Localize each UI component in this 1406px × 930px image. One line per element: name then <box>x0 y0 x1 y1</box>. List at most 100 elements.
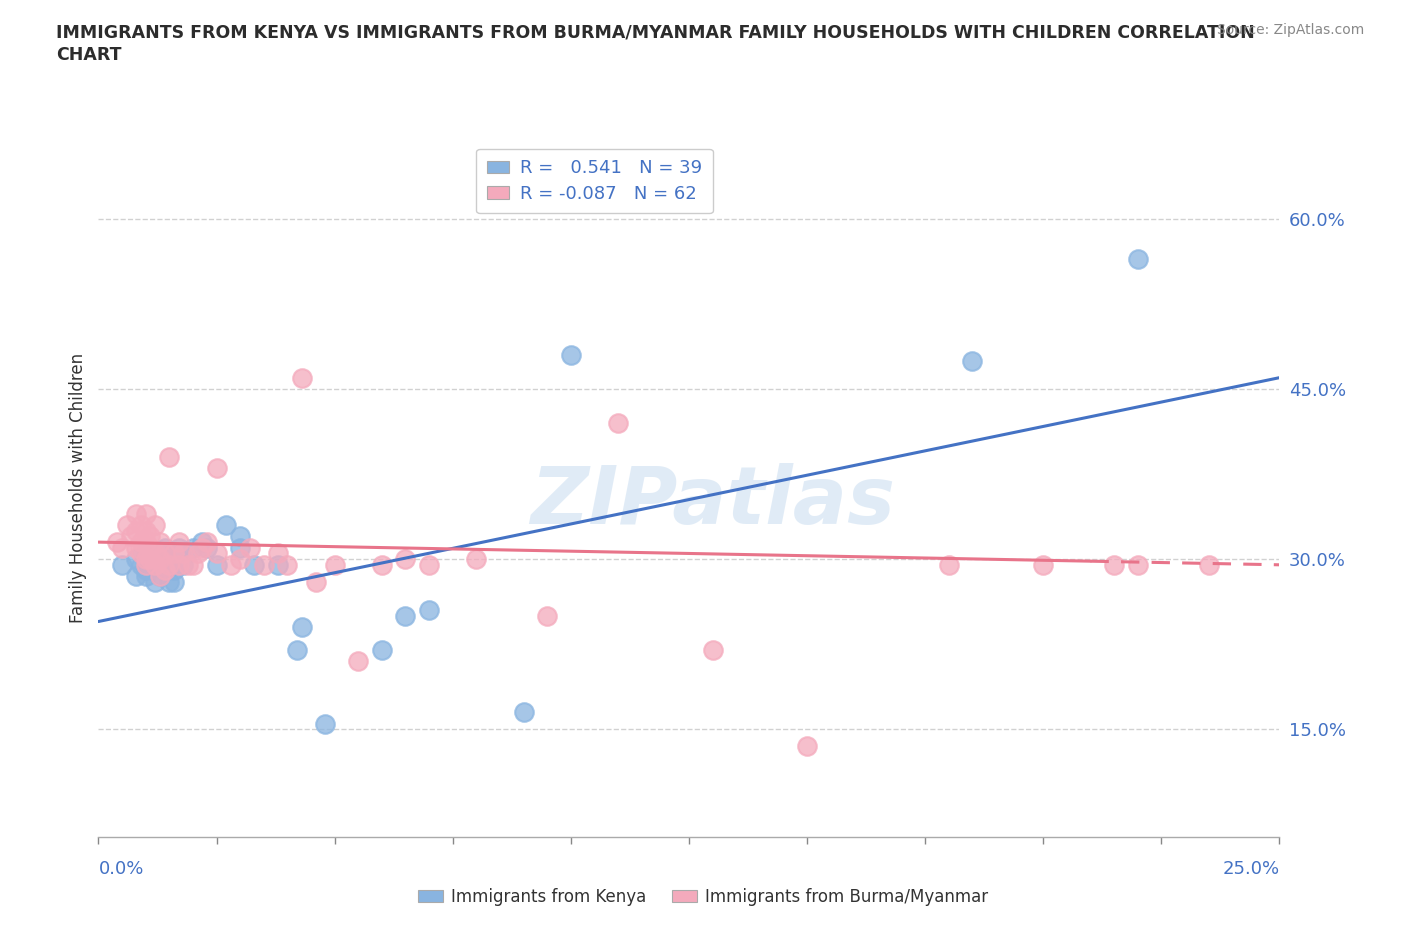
Point <box>153 540 176 555</box>
Point <box>205 557 228 572</box>
Point <box>314 716 336 731</box>
Point <box>129 518 152 533</box>
Point <box>290 619 312 634</box>
Point <box>157 557 180 572</box>
Point <box>607 416 630 431</box>
Point <box>219 557 242 572</box>
Point <box>157 449 180 464</box>
Point <box>125 551 148 566</box>
Text: IMMIGRANTS FROM KENYA VS IMMIGRANTS FROM BURMA/MYANMAR FAMILY HOUSEHOLDS WITH CH: IMMIGRANTS FROM KENYA VS IMMIGRANTS FROM… <box>56 23 1256 41</box>
Point <box>465 551 488 566</box>
Legend: Immigrants from Kenya, Immigrants from Burma/Myanmar: Immigrants from Kenya, Immigrants from B… <box>412 881 994 912</box>
Point <box>1198 557 1220 572</box>
Point <box>163 575 186 590</box>
Point <box>394 608 416 623</box>
Point <box>105 535 128 550</box>
Point <box>187 546 209 561</box>
Point <box>129 546 152 561</box>
Point <box>239 540 262 555</box>
Text: 0.0%: 0.0% <box>98 860 143 878</box>
Point <box>418 603 440 618</box>
Point <box>536 608 558 623</box>
Point <box>195 540 218 555</box>
Point <box>125 506 148 521</box>
Legend: R =   0.541   N = 39, R = -0.087   N = 62: R = 0.541 N = 39, R = -0.087 N = 62 <box>477 149 713 213</box>
Point <box>163 563 186 578</box>
Text: ZIPatlas: ZIPatlas <box>530 463 896 541</box>
Point <box>191 540 214 555</box>
Point <box>143 551 166 566</box>
Point <box>143 546 166 561</box>
Point <box>121 529 143 544</box>
Point <box>129 557 152 572</box>
Point <box>153 563 176 578</box>
Point <box>149 535 172 550</box>
Point <box>135 569 157 584</box>
Point <box>135 563 157 578</box>
Point <box>149 569 172 584</box>
Point <box>267 546 290 561</box>
Point <box>418 557 440 572</box>
Point <box>371 643 394 658</box>
Point <box>512 705 534 720</box>
Point <box>139 540 162 555</box>
Point <box>285 643 308 658</box>
Point <box>195 535 218 550</box>
Point <box>172 557 194 572</box>
Y-axis label: Family Households with Children: Family Households with Children <box>69 353 87 623</box>
Point <box>163 546 186 561</box>
Point <box>167 535 190 550</box>
Point <box>129 535 152 550</box>
Point <box>205 461 228 476</box>
Point <box>1102 557 1125 572</box>
Point <box>215 518 238 533</box>
Point <box>1032 557 1054 572</box>
Point <box>253 557 276 572</box>
Point <box>938 557 960 572</box>
Point <box>135 535 157 550</box>
Point <box>1126 251 1149 266</box>
Point <box>191 535 214 550</box>
Point <box>115 518 138 533</box>
Point <box>153 551 176 566</box>
Point <box>135 557 157 572</box>
Point <box>305 575 328 590</box>
Point <box>394 551 416 566</box>
Point <box>157 575 180 590</box>
Point <box>167 557 190 572</box>
Point <box>143 575 166 590</box>
Point <box>157 557 180 572</box>
Point <box>153 546 176 561</box>
Point <box>143 518 166 533</box>
Point <box>267 557 290 572</box>
Point <box>125 540 148 555</box>
Point <box>323 557 346 572</box>
Point <box>229 540 252 555</box>
Point <box>149 569 172 584</box>
Point <box>347 654 370 669</box>
Point <box>139 551 162 566</box>
Point <box>702 643 724 658</box>
Point <box>181 540 204 555</box>
Point <box>139 557 162 572</box>
Point <box>149 557 172 572</box>
Point <box>276 557 298 572</box>
Point <box>205 546 228 561</box>
Text: Source: ZipAtlas.com: Source: ZipAtlas.com <box>1216 23 1364 37</box>
Point <box>135 546 157 561</box>
Point <box>125 569 148 584</box>
Text: 25.0%: 25.0% <box>1222 860 1279 878</box>
Point <box>167 540 190 555</box>
Point <box>135 506 157 521</box>
Point <box>560 348 582 363</box>
Point <box>962 353 984 368</box>
Point <box>149 551 172 566</box>
Point <box>125 524 148 538</box>
Point <box>111 557 134 572</box>
Point <box>796 738 818 753</box>
Point <box>243 557 266 572</box>
Point <box>172 546 194 561</box>
Point <box>143 557 166 572</box>
Point <box>229 551 252 566</box>
Point <box>290 370 312 385</box>
